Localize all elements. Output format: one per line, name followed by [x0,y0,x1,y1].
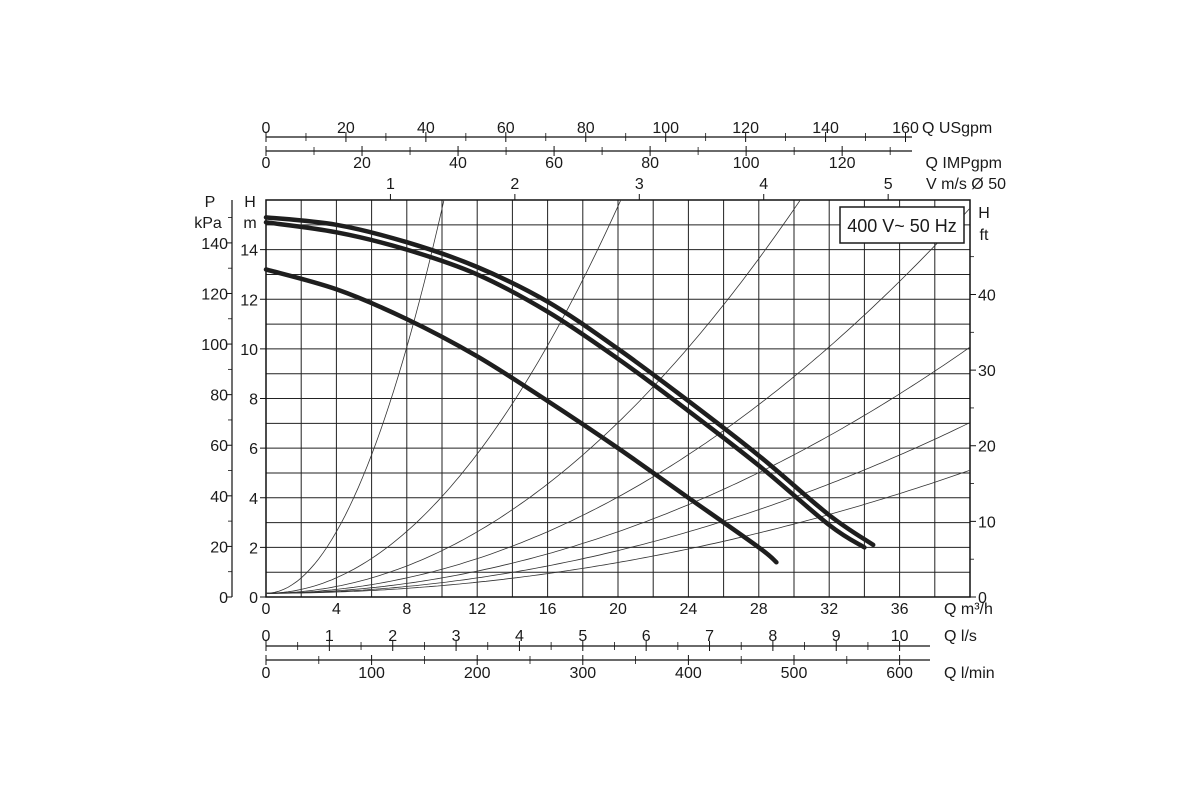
axis-impgpm-tick-label: 80 [641,155,659,172]
axis-impgpm-tick-label: 120 [829,155,856,172]
axis-lmin-tick-label: 0 [262,665,271,682]
axis-ls-tick-label: 0 [262,628,271,645]
axis-hft-unit: ft [980,227,989,244]
pump-curve-1 [263,215,876,548]
axis-ls-tick-label: 2 [388,628,397,645]
axis-velocity-tick-label: 5 [884,176,893,193]
x-tick-label: 0 [262,601,271,618]
axis-impgpm-tick-label: 100 [733,155,760,172]
axis-usgpm-tick-label: 120 [732,120,759,137]
axis-kpa-tick-label: 40 [210,489,228,506]
axis-usgpm-tick-label: 0 [262,120,271,137]
axis-kpa-tick-label: 100 [201,337,228,354]
axis-impgpm-tick-label: 60 [545,155,563,172]
x-axis-label: Q m³/h [944,601,993,618]
axis-impgpm-tick-label: 20 [353,155,371,172]
axis-ls-tick-label: 10 [891,628,909,645]
axis-hm-title: H [244,194,256,211]
pump-curve-3 [263,267,779,565]
x-tick-label: 12 [468,601,486,618]
axis-kpa-tick-label: 80 [210,388,228,405]
axis-hft-tick-label: 30 [978,363,996,380]
axis-ls-tick-label: 1 [325,628,334,645]
axis-usgpm-tick-label: 60 [497,120,515,137]
axis-usgpm-tick-label: 20 [337,120,355,137]
axis-velocity-tick-label: 2 [510,176,519,193]
axis-hm-tick-label: 8 [249,392,258,409]
axis-impgpm-label: Q IMPgpm [926,155,1002,172]
axis-hm-tick-label: 4 [249,491,258,508]
axis-lmin-tick-label: 200 [464,665,491,682]
axis-usgpm-tick-label: 100 [652,120,679,137]
axis-lmin-tick-label: 300 [569,665,596,682]
axis-hft-tick-label: 40 [978,287,996,304]
axis-lmin-tick-label: 100 [358,665,385,682]
voltage-badge: 400 V~ 50 Hz [839,206,965,244]
axis-lmin-tick-label: 500 [781,665,808,682]
system-curve-2 [266,200,622,594]
axis-hm-tick-label: 14 [240,243,258,260]
x-tick-label: 28 [750,601,768,618]
axis-velocity-tick-label: 3 [635,176,644,193]
x-tick-label: 8 [402,601,411,618]
axis-ls-tick-label: 7 [705,628,714,645]
axis-hm-tick-label: 0 [249,590,258,607]
axis-kpa-tick-label: 0 [219,590,228,607]
system-curve-5 [266,346,970,594]
x-tick-label: 16 [539,601,557,618]
axis-usgpm-tick-label: 80 [577,120,595,137]
x-tick-label: 24 [680,601,698,618]
system-curve-7 [266,469,970,594]
axis-labels: 0 4 8 12 16 20 24 28 32 36 Q m³/h0 1 2 3 4 5 6 7 8 9 10 Q l/s… [194,120,1006,682]
axis-kpa-unit: kPa [194,215,222,232]
axis-kpa-title: P [205,194,216,211]
axis-ls-tick-label: 8 [768,628,777,645]
axis-usgpm-tick-label: 40 [417,120,435,137]
axis-ls-tick-label: 9 [832,628,841,645]
axis-usgpm-label: Q USgpm [922,120,992,137]
axis-velocity-label: V m/s Ø 50 [926,176,1006,193]
system-curve-1 [266,200,445,594]
axis-usgpm-tick-label: 140 [812,120,839,137]
x-tick-label: 4 [332,601,341,618]
axis-lmin-tick-label: 600 [886,665,913,682]
axis-kpa-tick-label: 120 [201,286,228,303]
axis-kpa-tick-label: 140 [201,236,228,253]
axis-ls-tick-label: 3 [452,628,461,645]
axis-velocity-tick-label: 4 [759,176,768,193]
axis-hft-title: H [978,205,990,222]
axis-hm-unit: m [243,215,256,232]
voltage-badge-text: 400 V~ 50 Hz [847,216,957,236]
axis-ls-tick-label: 4 [515,628,524,645]
system-curve-3 [266,200,801,594]
axis-impgpm-tick-label: 40 [449,155,467,172]
axis-hft-tick-label: 10 [978,514,996,531]
axes [226,132,976,665]
axis-ls-tick-label: 5 [578,628,587,645]
axis-impgpm-tick-label: 0 [262,155,271,172]
axis-lmin-label: Q l/min [944,665,995,682]
axis-lmin-tick-label: 400 [675,665,702,682]
axis-hft-tick-label: 0 [978,590,987,607]
axis-velocity-tick-label: 1 [386,176,395,193]
x-tick-label: 36 [891,601,909,618]
axis-kpa-tick-label: 20 [210,539,228,556]
axis-ls-tick-label: 6 [642,628,651,645]
axis-ls-label: Q l/s [944,628,977,645]
axis-hm-tick-label: 10 [240,342,258,359]
pump-curves [263,215,876,565]
x-tick-label: 32 [820,601,838,618]
axis-kpa-tick-label: 60 [210,438,228,455]
axis-hm-tick-label: 12 [240,292,258,309]
axis-usgpm-tick-label: 160 [892,120,919,137]
axis-hft-tick-label: 20 [978,439,996,456]
pump-curve-2 [263,220,867,550]
system-curve-4 [266,207,970,594]
system-curves [266,200,970,594]
x-tick-label: 20 [609,601,627,618]
axis-hm-tick-label: 6 [249,441,258,458]
axis-hm-tick-label: 2 [249,540,258,557]
system-curve-6 [266,422,970,594]
